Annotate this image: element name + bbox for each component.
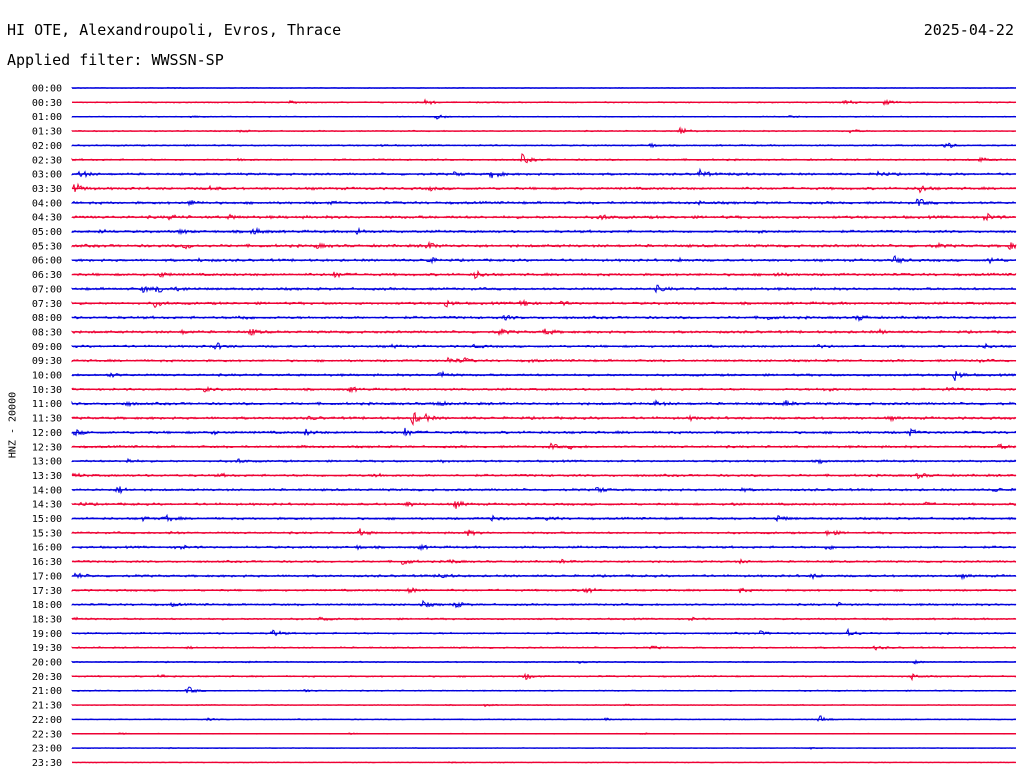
time-tick-label: 19:00 bbox=[32, 629, 62, 640]
time-tick-label: 11:30 bbox=[32, 414, 62, 425]
time-tick-label: 01:00 bbox=[32, 112, 62, 123]
time-tick-label: 19:30 bbox=[32, 643, 62, 654]
time-tick-label: 13:30 bbox=[32, 471, 62, 482]
time-tick-label: 21:00 bbox=[32, 686, 62, 697]
station-title: HI OTE, Alexandroupoli, Evros, Thrace bbox=[7, 21, 342, 39]
time-tick-label: 16:30 bbox=[32, 557, 62, 568]
time-tick-label: 23:00 bbox=[32, 744, 62, 755]
time-tick-label: 10:00 bbox=[32, 371, 62, 382]
time-tick-label: 08:30 bbox=[32, 327, 62, 338]
time-tick-label: 10:30 bbox=[32, 385, 62, 396]
time-tick-label: 04:00 bbox=[32, 198, 62, 209]
time-tick-label: 02:00 bbox=[32, 141, 62, 152]
seismic-trace-line bbox=[71, 399, 1017, 408]
time-tick-label: 20:30 bbox=[32, 672, 62, 683]
record-date: 2025-04-22 bbox=[923, 21, 1014, 39]
time-tick-label: 05:30 bbox=[32, 241, 62, 252]
seismic-trace-line bbox=[71, 627, 1017, 637]
time-tick-label: 17:30 bbox=[32, 586, 62, 597]
time-tick-label: 02:30 bbox=[32, 155, 62, 166]
time-tick-label: 03:30 bbox=[32, 184, 62, 195]
seismic-trace-line bbox=[71, 500, 1017, 509]
time-tick-label: 15:30 bbox=[32, 528, 62, 539]
time-tick-label: 17:00 bbox=[32, 571, 62, 582]
time-tick-label: 15:00 bbox=[32, 514, 62, 525]
time-tick-label: 05:00 bbox=[32, 227, 62, 238]
filter-label: Applied filter: WWSSN-SP bbox=[7, 51, 224, 69]
time-tick-label: 03:00 bbox=[32, 170, 62, 181]
time-tick-label: 00:00 bbox=[32, 84, 62, 95]
time-tick-label: 06:30 bbox=[32, 270, 62, 281]
seismic-trace-line bbox=[71, 298, 1017, 309]
time-tick-label: 18:00 bbox=[32, 600, 62, 611]
time-tick-label: 23:30 bbox=[32, 758, 62, 769]
time-tick-label: 22:30 bbox=[32, 729, 62, 740]
time-tick-label: 12:30 bbox=[32, 442, 62, 453]
time-tick-label: 07:00 bbox=[32, 284, 62, 295]
time-tick-label: 07:30 bbox=[32, 299, 62, 310]
seismic-trace-line bbox=[71, 370, 1017, 381]
time-tick-label: 08:00 bbox=[32, 313, 62, 324]
time-tick-label: 14:30 bbox=[32, 500, 62, 511]
time-tick-label: 18:30 bbox=[32, 614, 62, 625]
time-tick-label: 21:30 bbox=[32, 701, 62, 712]
time-tick-label: 20:00 bbox=[32, 658, 62, 669]
time-tick-label: 11:00 bbox=[32, 399, 62, 410]
time-tick-label: 12:00 bbox=[32, 428, 62, 439]
seismic-trace-line bbox=[71, 153, 1017, 164]
time-tick-label: 22:00 bbox=[32, 715, 62, 726]
time-tick-label: 06:00 bbox=[32, 256, 62, 267]
time-tick-label: 14:00 bbox=[32, 485, 62, 496]
time-tick-label: 00:30 bbox=[32, 98, 62, 109]
time-tick-label: 04:30 bbox=[32, 213, 62, 224]
time-tick-label: 09:00 bbox=[32, 342, 62, 353]
time-tick-label: 09:30 bbox=[32, 356, 62, 367]
time-tick-label: 01:30 bbox=[32, 127, 62, 138]
time-tick-label: 16:00 bbox=[32, 543, 62, 554]
time-tick-label: 13:00 bbox=[32, 457, 62, 468]
